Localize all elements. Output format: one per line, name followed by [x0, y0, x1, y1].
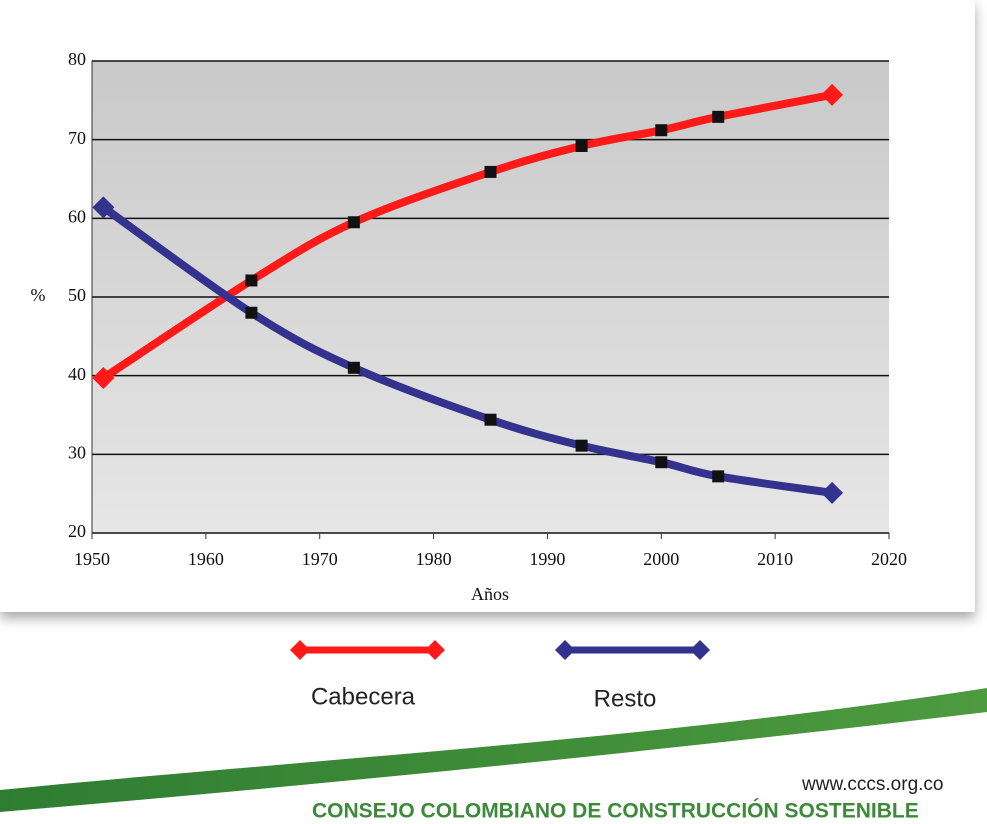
y-tick-label: 40	[68, 364, 86, 384]
point-marker	[575, 439, 588, 452]
y-tick-label: 80	[68, 49, 86, 69]
x-tick-label: 1970	[302, 549, 338, 569]
y-tick-label: 20	[68, 521, 86, 541]
point-marker	[484, 413, 497, 426]
end-marker	[92, 367, 115, 390]
point-marker	[484, 165, 497, 178]
point-marker	[655, 124, 668, 137]
end-marker	[92, 196, 115, 219]
x-tick-label: 2000	[643, 549, 679, 569]
point-marker	[575, 139, 588, 152]
y-tick-label: 60	[68, 206, 86, 226]
legend-diamond	[690, 640, 710, 660]
point-marker	[655, 456, 668, 469]
legend-diamond	[425, 640, 445, 660]
x-tick-label: 2010	[757, 549, 793, 569]
point-marker	[347, 361, 360, 374]
y-tick-label: 70	[68, 128, 86, 148]
y-axis-label: %	[31, 285, 46, 305]
point-marker	[712, 110, 725, 123]
legend-label: Cabecera	[311, 683, 416, 710]
footer-org: CONSEJO COLOMBIANO DE CONSTRUCCIÓN SOSTE…	[312, 799, 919, 823]
x-tick-label: 1950	[74, 549, 110, 569]
x-tick-label: 2020	[871, 549, 907, 569]
legend-diamond	[290, 640, 310, 660]
x-axis-label: Años	[471, 584, 509, 604]
legend-diamond	[555, 640, 575, 660]
point-marker	[245, 274, 258, 287]
y-tick-label: 30	[68, 442, 86, 462]
x-tick-label: 1990	[529, 549, 565, 569]
point-marker	[712, 470, 725, 483]
x-tick-label: 1980	[416, 549, 452, 569]
legend-label: Resto	[594, 685, 657, 712]
y-tick-label: 50	[68, 285, 86, 305]
green-swoosh	[0, 688, 987, 812]
end-marker	[821, 83, 844, 106]
end-marker	[821, 481, 844, 504]
point-marker	[245, 306, 258, 319]
x-tick-label: 1960	[188, 549, 224, 569]
point-marker	[347, 216, 360, 229]
footer-url: www.cccs.org.co	[801, 774, 943, 795]
